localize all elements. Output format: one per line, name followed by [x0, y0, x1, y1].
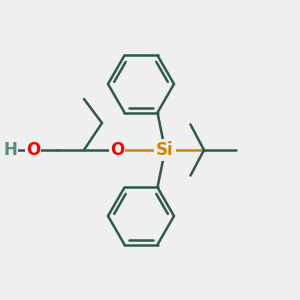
- Text: H: H: [4, 141, 17, 159]
- Text: O: O: [110, 141, 124, 159]
- Text: Si: Si: [156, 141, 174, 159]
- Text: O: O: [26, 141, 40, 159]
